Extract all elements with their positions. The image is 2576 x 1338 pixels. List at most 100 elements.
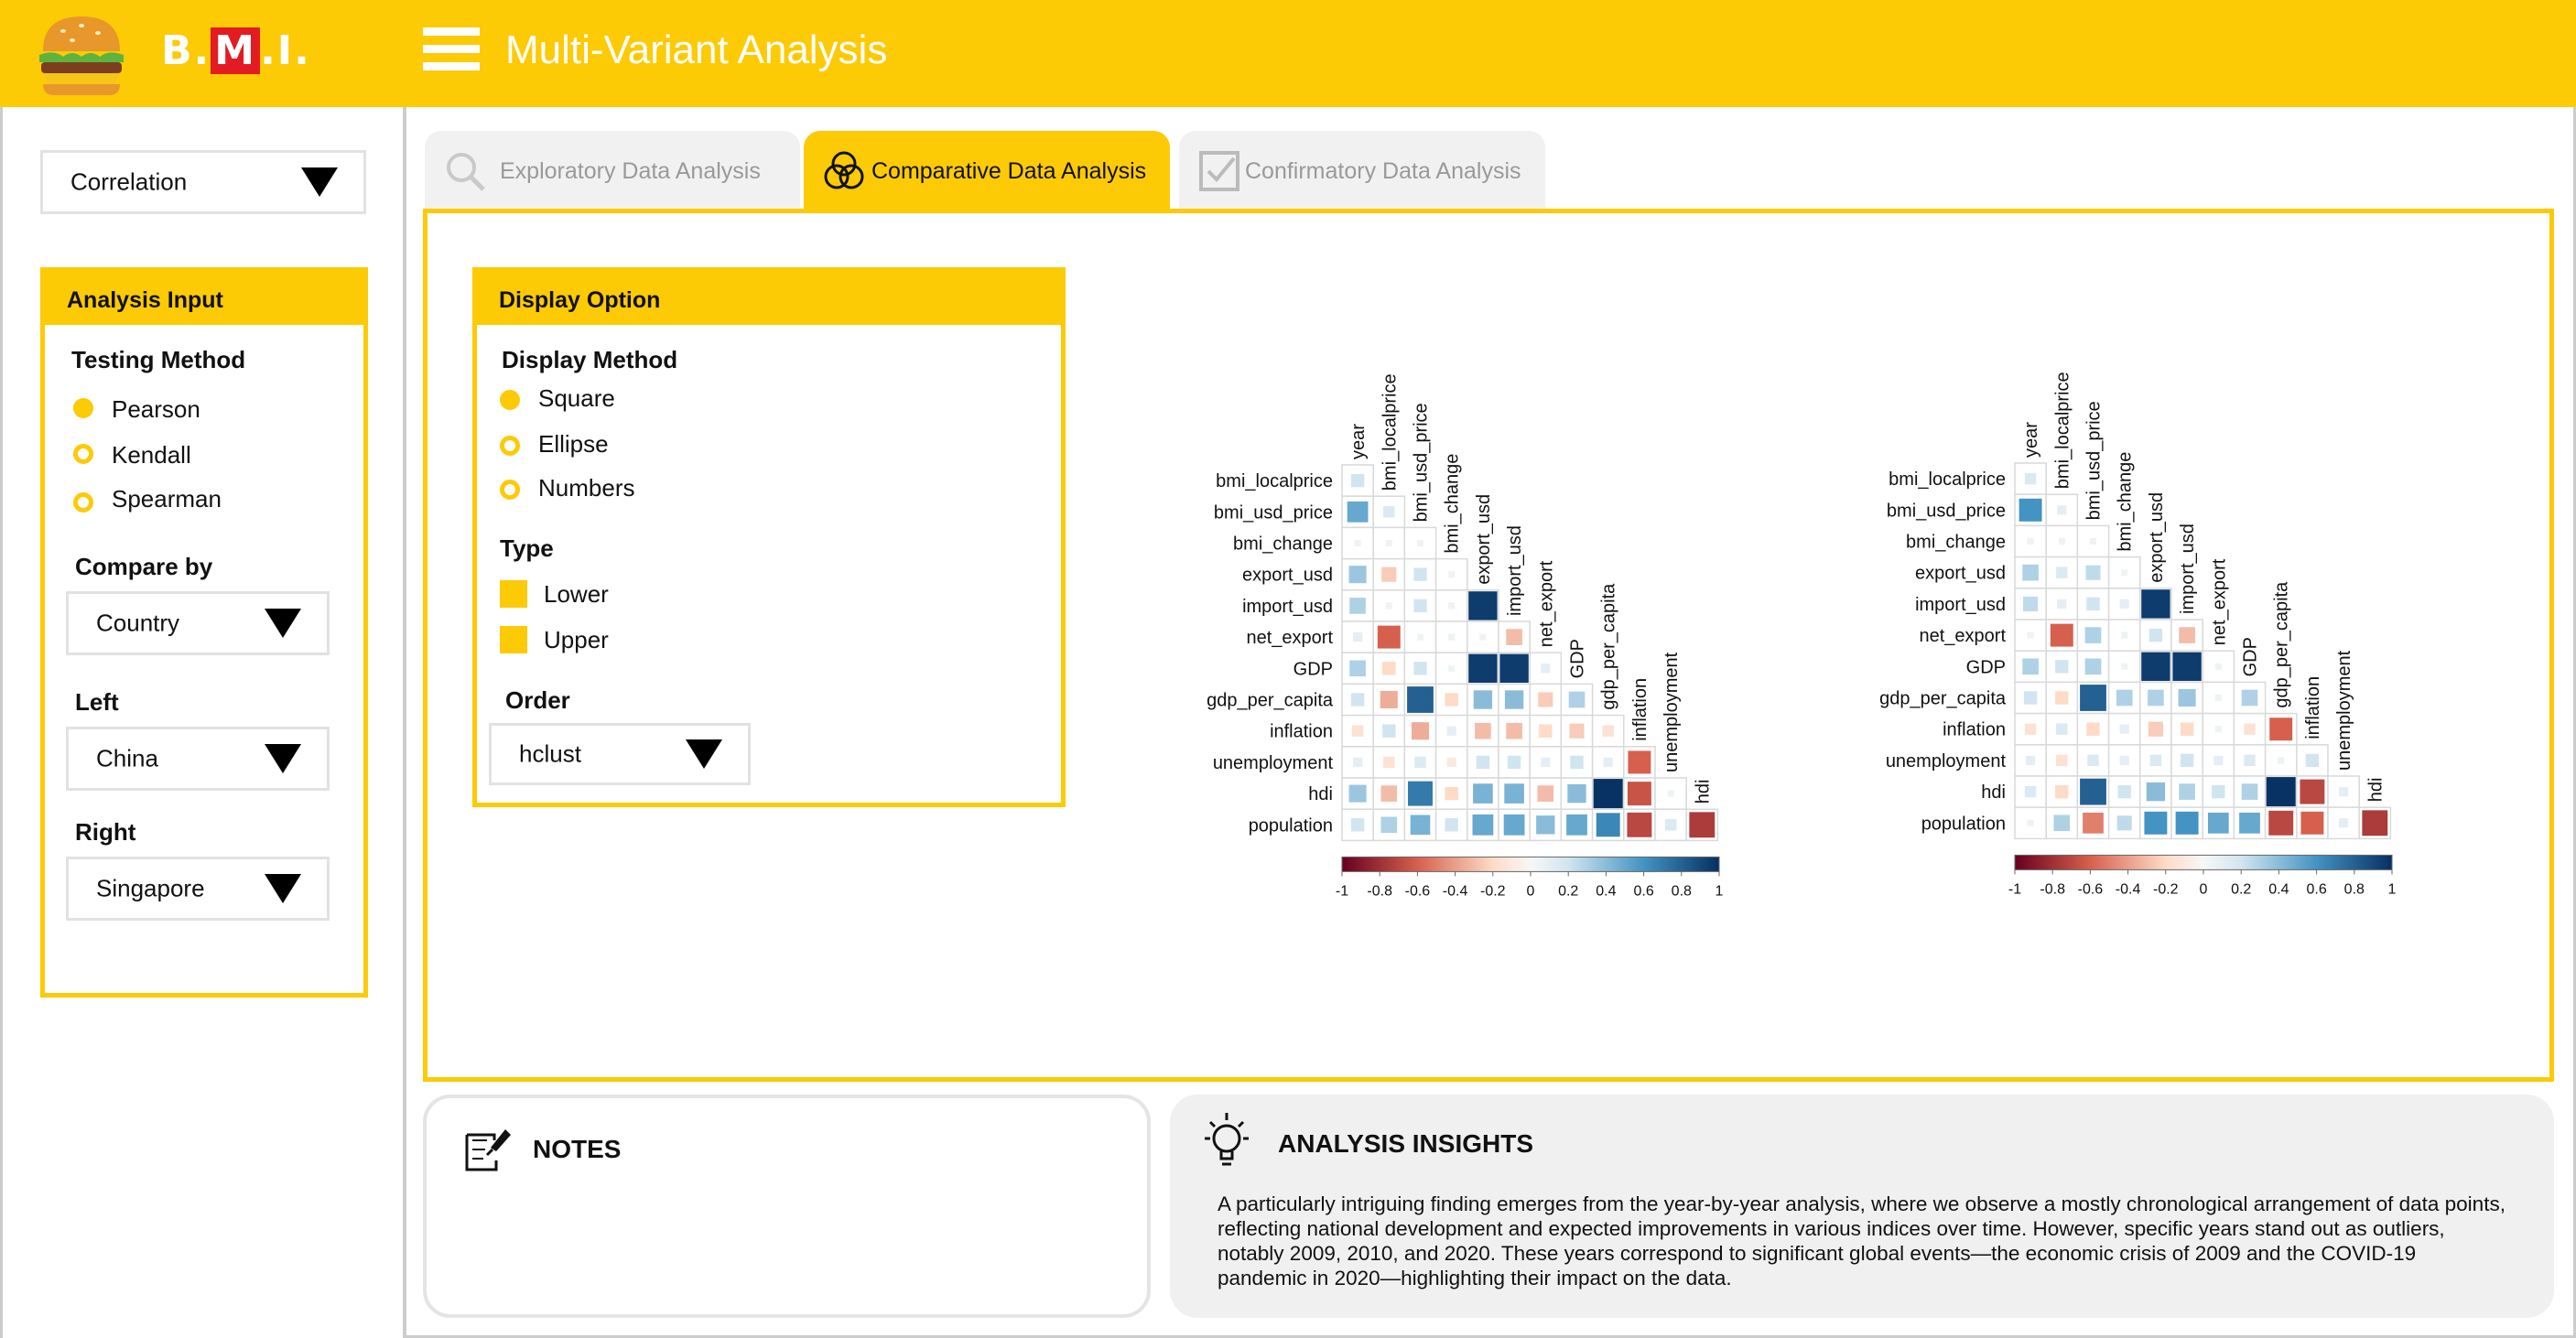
corr-square: [1476, 755, 1490, 770]
radio-numbers[interactable]: [500, 480, 520, 500]
corr-square: [2148, 689, 2164, 707]
corr-square: [1603, 757, 1613, 767]
tab-confirmatory[interactable]: Confirmatory Data Analysis: [1179, 131, 1545, 210]
tab-exploratory[interactable]: Exploratory Data Analysis: [425, 131, 800, 210]
type-label: Type: [500, 534, 554, 562]
corr-square: [1473, 783, 1493, 804]
radio-square[interactable]: [500, 390, 520, 410]
corr-col-label: net_export: [1536, 560, 1556, 647]
corr-square: [2141, 589, 2170, 619]
corr-square: [2239, 812, 2260, 834]
corr-square: [2050, 623, 2073, 647]
corr-square: [2084, 658, 2102, 675]
corr-square: [1506, 722, 1522, 739]
radio-pearson[interactable]: [73, 398, 93, 418]
corr-square: [2022, 564, 2039, 581]
corr-square: [2023, 596, 2039, 611]
order-select[interactable]: hclust: [489, 723, 751, 785]
corr-square: [2086, 722, 2100, 736]
tab-exploratory-label: Exploratory Data Analysis: [500, 158, 761, 184]
corr-cell: [2107, 556, 2141, 589]
corr-square: [2083, 812, 2104, 834]
corr-square: [2117, 784, 2131, 799]
corr-square: [1407, 686, 1434, 713]
corr-row-label: bmi_change: [1906, 533, 2006, 553]
corr-square: [1382, 662, 1396, 675]
corr-square: [2178, 688, 2196, 707]
corr-square: [1468, 591, 1498, 620]
corr-row-label: export_usd: [1915, 564, 2006, 584]
corr-square: [2056, 754, 2068, 767]
corr-square: [1448, 602, 1456, 610]
corr-square: [1351, 725, 1364, 737]
corr-col-label: bmi_usd_price: [2084, 401, 2105, 520]
radio-spearman[interactable]: [73, 492, 93, 513]
corr-row-label: GDP: [1293, 659, 1333, 679]
corr-row-label: gdp_per_capita: [1879, 689, 2007, 709]
corr-square: [1445, 818, 1458, 832]
color-legend-bar: [1341, 856, 1720, 872]
legend-tick-label: 1: [2388, 881, 2397, 895]
corr-cell: [2045, 744, 2079, 777]
corr-col-label: bmi_change: [1443, 454, 1463, 554]
corr-square: [2241, 783, 2258, 800]
checkbox-lower[interactable]: [500, 580, 527, 608]
corr-square: [2026, 755, 2036, 765]
corr-square: [1413, 567, 1427, 581]
corr-square: [1383, 756, 1395, 769]
corr-square: [2086, 597, 2100, 611]
legend-tick-label: -0.2: [1480, 883, 1506, 897]
corr-col-label: bmi_change: [2116, 452, 2136, 552]
corr-square: [2085, 565, 2101, 580]
corr-cell: [2107, 650, 2141, 684]
insights-title: ANALYSIS INSIGHTS: [1278, 1129, 1534, 1158]
corr-square: [1408, 781, 1433, 806]
corr-square: [1350, 693, 1365, 707]
checkbox-upper[interactable]: [500, 626, 527, 653]
corr-row-label: bmi_usd_price: [1214, 502, 1333, 523]
corr-square: [1413, 662, 1427, 675]
radio-ellipse[interactable]: [500, 436, 520, 456]
analysis-type-select[interactable]: Correlation: [40, 150, 366, 214]
corr-square: [1380, 816, 1398, 834]
radio-kendall[interactable]: [73, 444, 93, 464]
order-label: Order: [505, 686, 570, 714]
left-country-select[interactable]: China: [66, 727, 330, 791]
corr-square: [2056, 723, 2068, 735]
page-title: Multi-Variant Analysis: [505, 27, 888, 72]
corr-square: [1628, 750, 1651, 774]
corr-square: [1448, 664, 1456, 672]
corr-square: [1596, 813, 1620, 837]
legend-tick-label: -0.4: [2116, 881, 2141, 895]
method-option-kendall: Kendall: [112, 441, 191, 469]
corr-square: [2055, 784, 2069, 799]
corr-square: [1348, 784, 1367, 803]
corr-square: [2172, 652, 2202, 681]
chevron-down-icon: [265, 874, 301, 903]
corr-square: [2116, 689, 2133, 707]
right-country-select[interactable]: Singapore: [66, 857, 330, 921]
corr-square: [2241, 689, 2258, 707]
corr-row-label: net_export: [1919, 626, 2006, 646]
right-label: Right: [75, 818, 136, 846]
corr-square: [2024, 723, 2037, 735]
main-area: [406, 107, 2576, 1338]
corr-square: [2119, 599, 2129, 609]
corr-square: [2022, 658, 2039, 675]
logo-text: B.M.I.: [161, 27, 311, 74]
legend-tick-label: -0.6: [2078, 881, 2104, 895]
corr-square: [2023, 691, 2038, 705]
compare-by-select[interactable]: Country: [66, 591, 330, 655]
corr-square: [2121, 631, 2128, 639]
legend-tick-label: 0.4: [2268, 881, 2289, 895]
hamburger-menu-icon[interactable]: [423, 27, 480, 75]
top-bar: B.M.I. Multi-Variant Analysis: [0, 0, 2576, 107]
tab-comparative[interactable]: Comparative Data Analysis: [804, 131, 1170, 210]
tab-confirmatory-label: Confirmatory Data Analysis: [1245, 158, 1521, 184]
corr-square: [1664, 819, 1677, 831]
corr-square: [1504, 690, 1524, 709]
corr-row-label: hdi: [1981, 782, 2006, 803]
corr-row-label: net_export: [1246, 628, 1333, 648]
corr-square: [2339, 818, 2349, 828]
corr-square: [1537, 785, 1554, 802]
